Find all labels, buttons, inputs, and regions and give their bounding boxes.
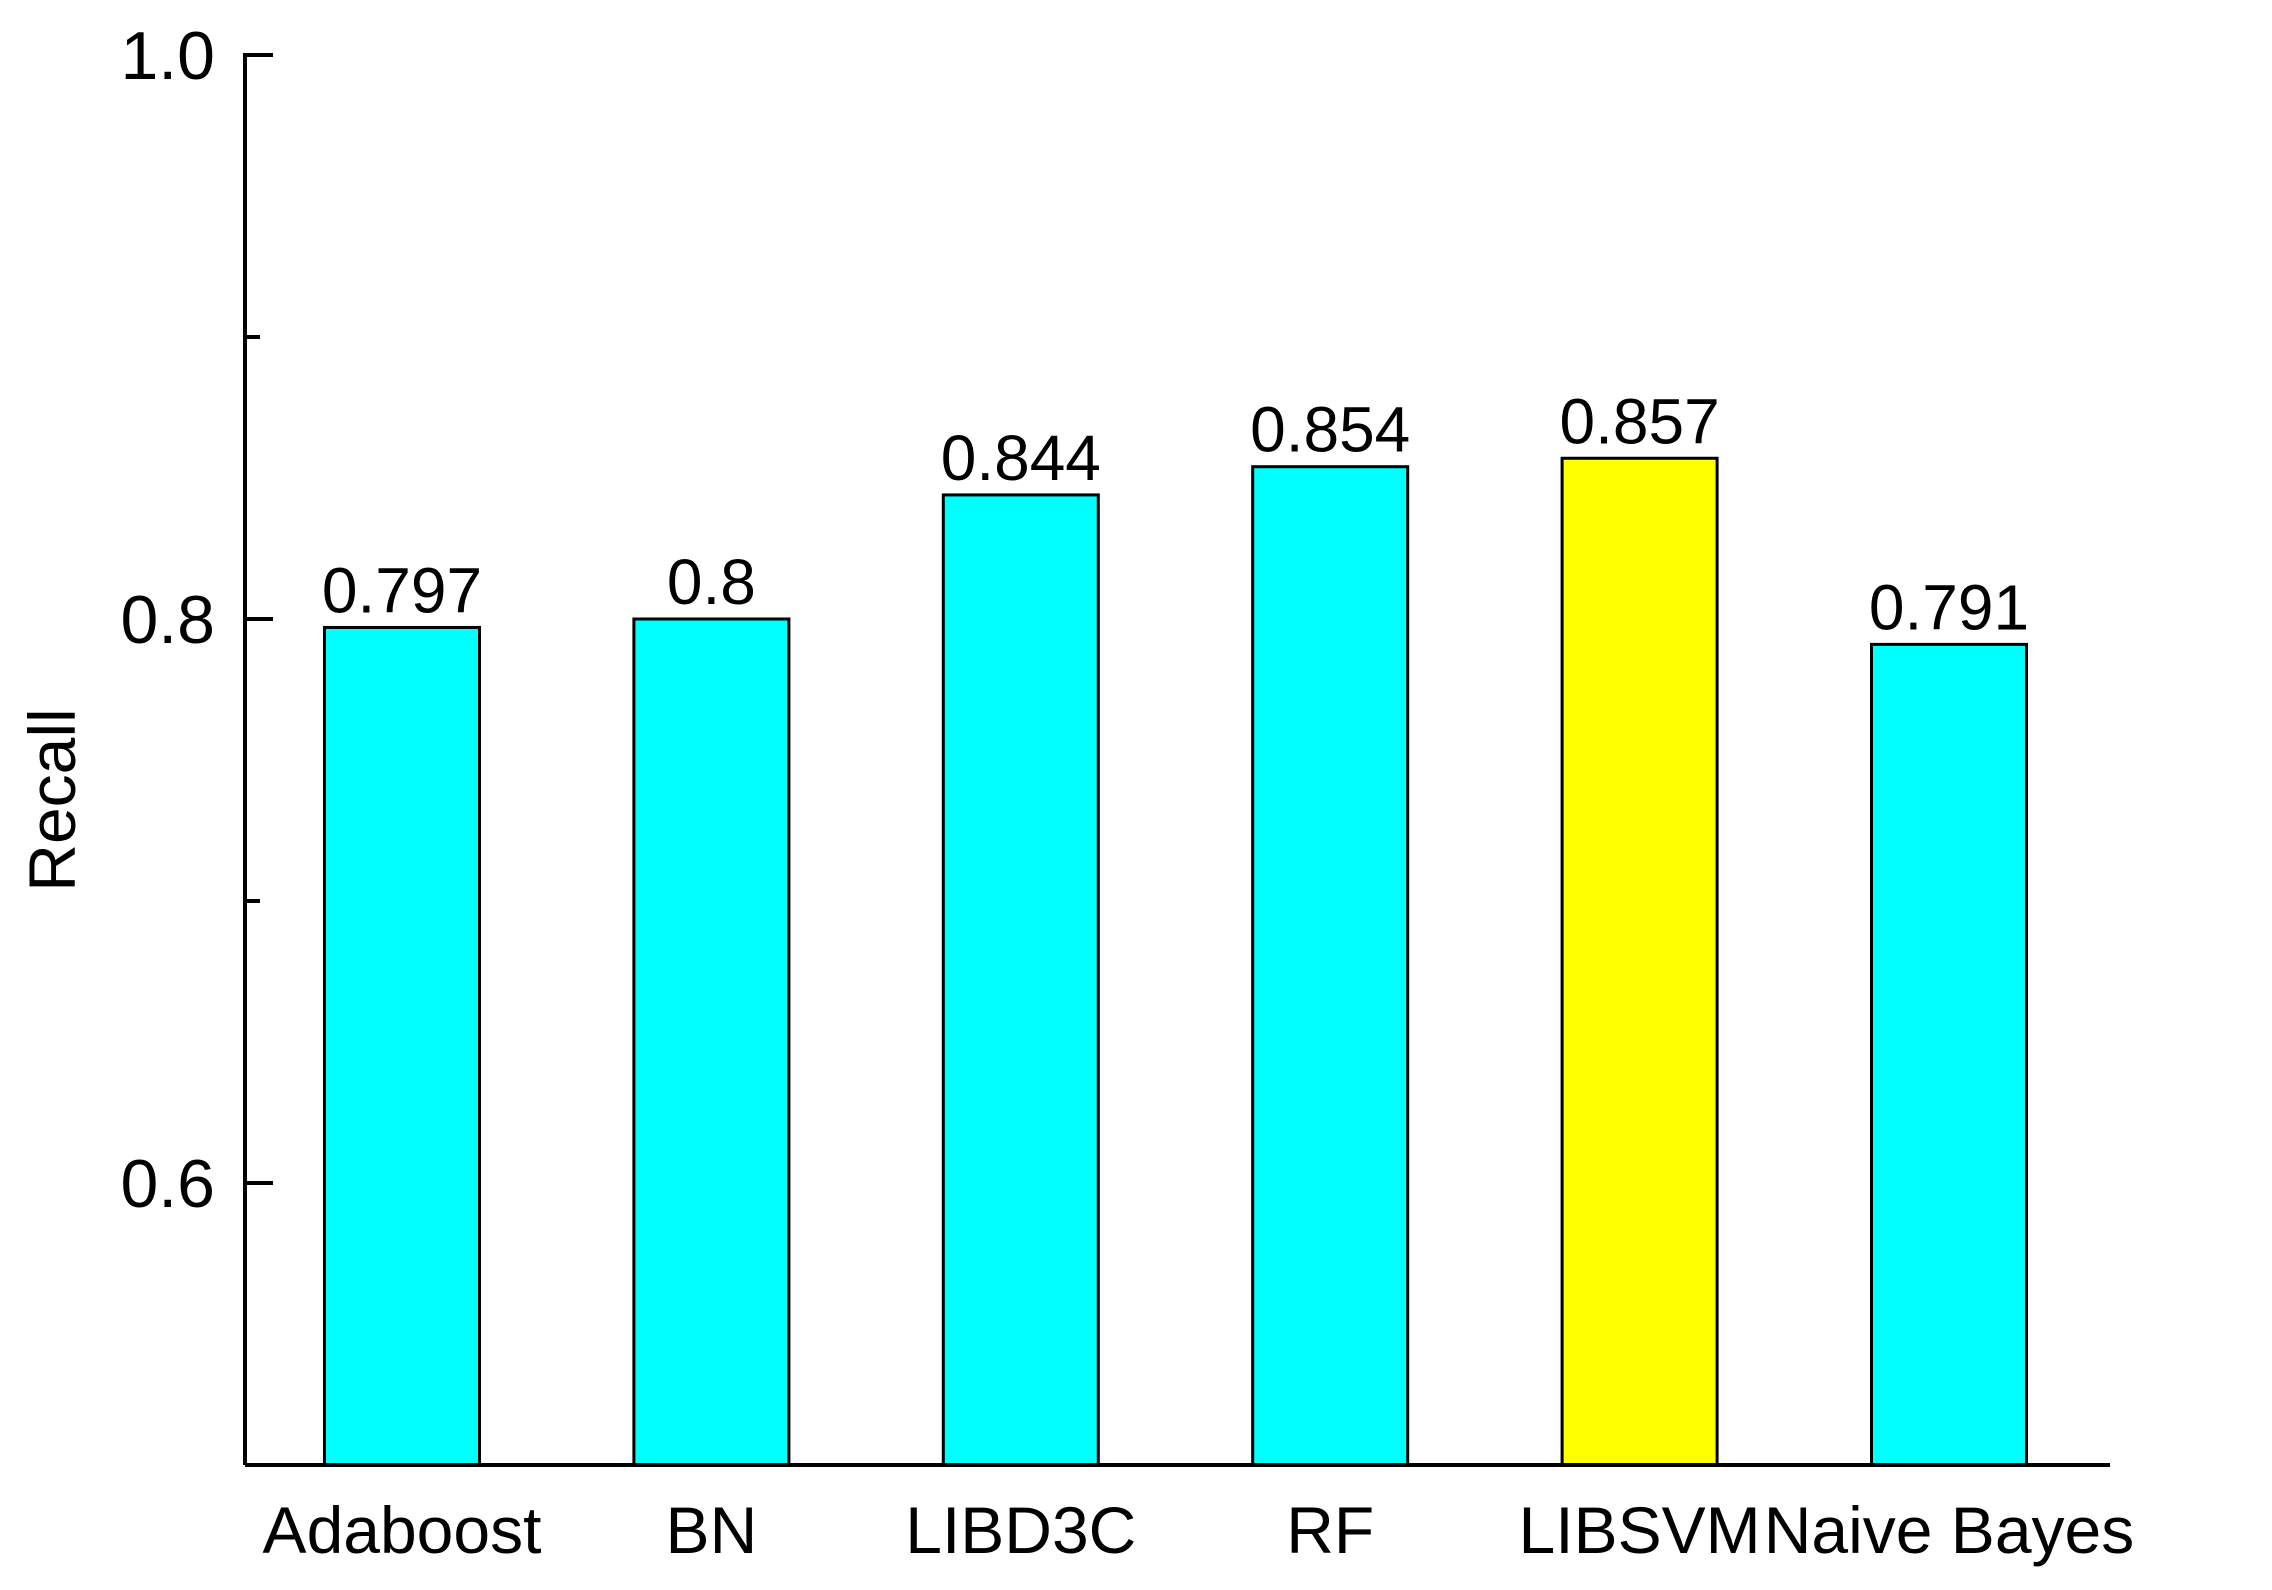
x-category-label: Adaboost bbox=[263, 1493, 542, 1567]
bar-adaboost bbox=[323, 625, 481, 1467]
bar-bn bbox=[632, 617, 791, 1467]
y-tick-label: 0.6 bbox=[120, 1146, 215, 1222]
y-tick-label: 0.8 bbox=[120, 582, 215, 658]
bar-rf bbox=[1251, 465, 1410, 1467]
data-label: 0.791 bbox=[1869, 571, 2029, 643]
bar-libd3c bbox=[941, 493, 1100, 1467]
bars-group bbox=[323, 456, 2028, 1467]
x-category-label: LIBD3C bbox=[905, 1493, 1136, 1567]
x-labels-group: Adaboost BN LIBD3C RF LIBSVM Naive Bayes bbox=[263, 1493, 2135, 1567]
bar-libsvm bbox=[1560, 456, 1719, 1467]
y-axis-title: Recall bbox=[15, 708, 89, 891]
data-label: 0.857 bbox=[1560, 385, 1720, 457]
y-tick-label: 1.0 bbox=[120, 18, 215, 94]
data-labels-group: 0.797 0.8 0.844 0.854 0.857 0.791 bbox=[322, 385, 2029, 643]
x-axis: Adaboost BN LIBD3C RF LIBSVM Naive Bayes bbox=[245, 1463, 2135, 1567]
data-label: 0.844 bbox=[941, 422, 1101, 494]
x-category-label: BN bbox=[666, 1493, 758, 1567]
data-label: 0.797 bbox=[322, 554, 482, 626]
y-ticks-group: 0.6 0.8 1.0 bbox=[120, 18, 273, 1222]
data-label: 0.854 bbox=[1250, 394, 1410, 466]
y-axis: 0.6 0.8 1.0 bbox=[120, 18, 273, 1465]
x-category-label: RF bbox=[1286, 1493, 1374, 1567]
data-label: 0.8 bbox=[667, 546, 756, 618]
bar-naive-bayes bbox=[1870, 642, 2028, 1467]
x-category-label: LIBSVM bbox=[1519, 1493, 1761, 1567]
x-category-label: Naive Bayes bbox=[1764, 1493, 2135, 1567]
